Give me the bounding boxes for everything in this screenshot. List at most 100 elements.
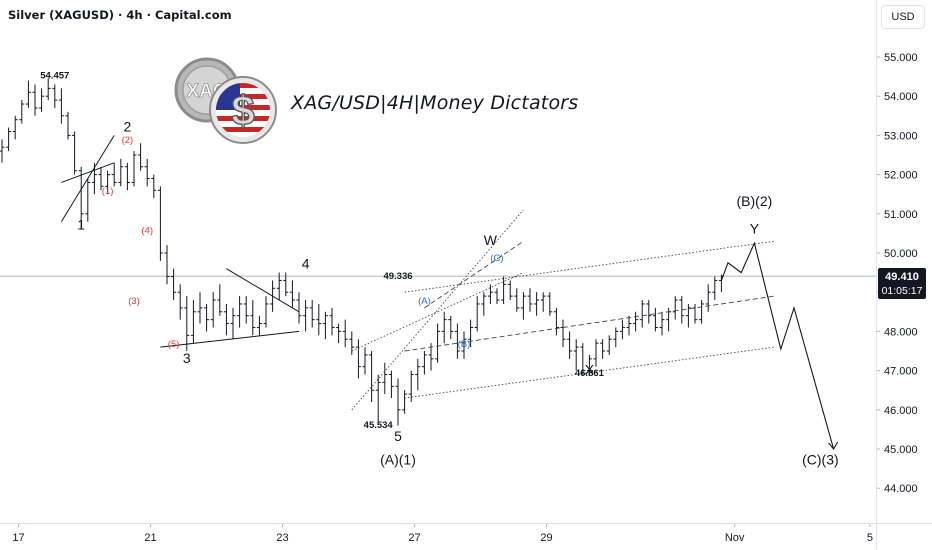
ohlc-bar bbox=[237, 296, 243, 328]
ohlc-bar bbox=[184, 296, 190, 351]
ohlc-bar bbox=[382, 362, 388, 395]
ohlc-bar bbox=[415, 358, 421, 391]
ohlc-bar bbox=[567, 331, 573, 359]
subwave-label: (4) bbox=[141, 225, 153, 236]
y-tick-label: 52.000 bbox=[884, 170, 918, 182]
wave-label: (A)(1) bbox=[380, 452, 416, 468]
ohlc-bar bbox=[283, 272, 289, 297]
ohlc-bar bbox=[32, 84, 38, 116]
watermark-title: XAG/USD|4H|Money Dictators bbox=[291, 92, 579, 114]
wave-label: X bbox=[585, 362, 595, 378]
ohlc-bar bbox=[171, 268, 177, 301]
y-tick-label: 44.000 bbox=[884, 483, 918, 495]
ohlc-bar bbox=[336, 323, 342, 344]
ohlc-bar bbox=[65, 111, 71, 140]
ohlc-bar bbox=[705, 284, 711, 312]
ohlc-bar bbox=[428, 343, 434, 371]
price-label: 54.457 bbox=[40, 70, 69, 81]
ohlc-bar bbox=[316, 303, 322, 336]
dotted-trend-line bbox=[404, 240, 775, 293]
ohlc-bar bbox=[487, 284, 493, 304]
ohlc-bar bbox=[131, 151, 137, 187]
corrective-wave-label: (A) bbox=[418, 296, 431, 307]
ohlc-bar bbox=[699, 300, 705, 324]
ohlc-bar bbox=[250, 300, 256, 336]
solid-trend-line bbox=[60, 135, 115, 222]
arrow-head-icon bbox=[828, 441, 839, 450]
ohlc-bar bbox=[19, 100, 25, 124]
y-tick-label: 54.000 bbox=[884, 91, 918, 103]
ohlc-bar bbox=[540, 292, 546, 312]
ohlc-bar bbox=[659, 311, 665, 336]
ohlc-bar bbox=[461, 331, 467, 359]
ohlc-bar bbox=[303, 300, 309, 332]
solid-trend-line bbox=[61, 162, 115, 183]
ohlc-bar bbox=[712, 276, 718, 301]
currency-selector[interactable]: USD bbox=[881, 5, 925, 29]
y-tick-label: 51.000 bbox=[884, 209, 918, 221]
corrective-wave-label: (C) bbox=[490, 253, 503, 264]
ohlc-bar bbox=[177, 284, 183, 320]
ohlc-bar bbox=[494, 288, 500, 304]
ohlc-bar bbox=[329, 307, 335, 336]
price-chart[interactable]: 54.45749.33646.86145.53412345(A)(1)WX(B)… bbox=[0, 0, 876, 523]
x-tick-label: 5 bbox=[867, 532, 873, 544]
price-scale[interactable]: 55.00054.00053.00052.00051.00050.00049.0… bbox=[877, 0, 932, 523]
ohlc-bar bbox=[481, 292, 487, 316]
ohlc-bar bbox=[421, 351, 427, 375]
ohlc-bar bbox=[0, 139, 5, 163]
ohlc-bar bbox=[534, 292, 540, 316]
ohlc-bar bbox=[230, 307, 236, 340]
ohlc-bar bbox=[573, 339, 579, 371]
solid-trend-line bbox=[226, 268, 300, 313]
y-tick-label: 53.000 bbox=[884, 130, 918, 142]
ohlc-bar bbox=[402, 390, 408, 414]
subwave-label: (2) bbox=[122, 135, 134, 146]
ohlc-bar bbox=[39, 88, 45, 112]
subwave-label: (1) bbox=[102, 186, 114, 197]
ohlc-bar bbox=[369, 351, 375, 402]
ohlc-bar bbox=[151, 174, 157, 199]
ohlc-bar bbox=[553, 307, 559, 336]
ohlc-bar bbox=[685, 303, 691, 328]
ohlc-bar bbox=[375, 374, 381, 422]
time-scale[interactable]: 1721232729Nov57101214 bbox=[0, 524, 876, 550]
ohlc-bar bbox=[600, 339, 606, 359]
ohlc-bar bbox=[454, 323, 460, 359]
wave-label: 5 bbox=[394, 428, 402, 444]
wave-label: (C)(3) bbox=[802, 452, 839, 468]
ohlc-bar bbox=[164, 245, 170, 285]
ohlc-bar bbox=[78, 166, 84, 230]
last-price-badge: 49.410 01:05:17 bbox=[878, 268, 926, 299]
wave-label: 4 bbox=[302, 256, 310, 272]
ohlc-bar bbox=[342, 319, 348, 348]
x-tick-label: 27 bbox=[408, 532, 420, 544]
ohlc-bar bbox=[204, 303, 210, 332]
wave-label: 2 bbox=[124, 118, 132, 134]
ohlc-bar bbox=[580, 343, 586, 375]
ohlc-bar bbox=[12, 115, 18, 140]
last-price-value: 49.410 bbox=[885, 271, 919, 283]
ohlc-bar bbox=[441, 311, 447, 344]
ohlc-bar bbox=[547, 292, 553, 316]
ohlc-bar bbox=[672, 296, 678, 320]
ohlc-bar bbox=[626, 315, 632, 336]
ohlc-bar bbox=[118, 158, 124, 187]
projection-path bbox=[720, 241, 835, 450]
price-label: 46.861 bbox=[575, 368, 605, 379]
ohlc-bar bbox=[217, 284, 223, 316]
ohlc-bar bbox=[395, 378, 401, 426]
ohlc-bar bbox=[408, 370, 414, 402]
ohlc-bar bbox=[85, 178, 91, 222]
ohlc-bar bbox=[560, 319, 566, 348]
y-tick-label: 46.000 bbox=[884, 405, 918, 417]
price-scale-divider bbox=[876, 0, 877, 550]
ohlc-bar bbox=[276, 272, 282, 301]
ohlc-bar bbox=[6, 127, 12, 152]
ohlc-bar bbox=[256, 315, 262, 336]
ohlc-bar bbox=[355, 339, 361, 379]
ohlc-bar bbox=[210, 292, 216, 328]
ohlc-bar bbox=[507, 280, 513, 301]
dollar-icon: $ bbox=[231, 87, 254, 134]
